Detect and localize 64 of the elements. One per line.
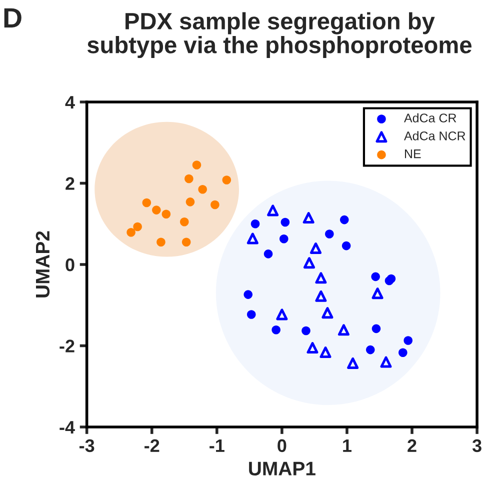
point [372, 288, 384, 300]
text: D [4, 8, 22, 28]
y-tick-label: 2 [66, 177, 74, 190]
point [366, 345, 375, 354]
point [186, 198, 195, 206]
point [162, 210, 171, 219]
point [198, 184, 207, 194]
legend-label: AdCa NCR [404, 131, 466, 140]
x-tick-label: 1 [343, 439, 352, 452]
point [246, 232, 258, 244]
point [156, 238, 166, 247]
x-tick-label: 0 [278, 439, 286, 452]
y-axis-title: UMAP2 [36, 231, 50, 298]
point [398, 348, 408, 358]
point [250, 219, 260, 228]
point [182, 238, 191, 247]
point [310, 242, 322, 254]
point [264, 250, 273, 258]
point [340, 215, 349, 224]
point [180, 217, 189, 226]
x-axis-title: UMAP1 [249, 462, 316, 476]
legend-label: AdCa CR [404, 113, 456, 122]
y-tick-label: -4 [60, 421, 75, 434]
point [315, 272, 327, 284]
point [210, 200, 220, 210]
point [279, 234, 288, 244]
point [280, 218, 290, 227]
point [276, 308, 288, 320]
point [325, 230, 334, 238]
point [302, 212, 314, 224]
y-tick-label: -2 [60, 340, 74, 352]
point [142, 198, 152, 208]
point [222, 176, 232, 184]
point [126, 228, 136, 237]
point [347, 357, 359, 369]
point [272, 326, 280, 334]
point [304, 257, 315, 269]
point [306, 342, 318, 354]
y-tick-label: 4 [65, 96, 75, 109]
x-tick-label: -3 [80, 439, 94, 452]
point [184, 174, 194, 184]
point [152, 206, 161, 214]
x-tick-label: -2 [144, 439, 160, 452]
x-tick-label: -1 [210, 439, 224, 452]
x-tick-label: 2 [408, 439, 416, 452]
point [372, 324, 381, 334]
point [380, 356, 392, 368]
point [320, 346, 332, 358]
point [246, 310, 256, 319]
y-tick-label: 0 [66, 258, 74, 272]
legend-label: NE [404, 150, 421, 158]
point [302, 326, 310, 336]
point [371, 272, 380, 282]
point [322, 307, 334, 319]
point [315, 290, 327, 302]
point [338, 324, 350, 336]
chart-title: PDX sample segregation by subtype via the phosphoproteome [87, 12, 472, 58]
point [267, 204, 279, 216]
point [133, 222, 142, 232]
x-tick-label: 3 [472, 439, 482, 452]
point [342, 241, 351, 250]
point [192, 160, 202, 170]
point [244, 290, 253, 299]
point [404, 336, 412, 345]
